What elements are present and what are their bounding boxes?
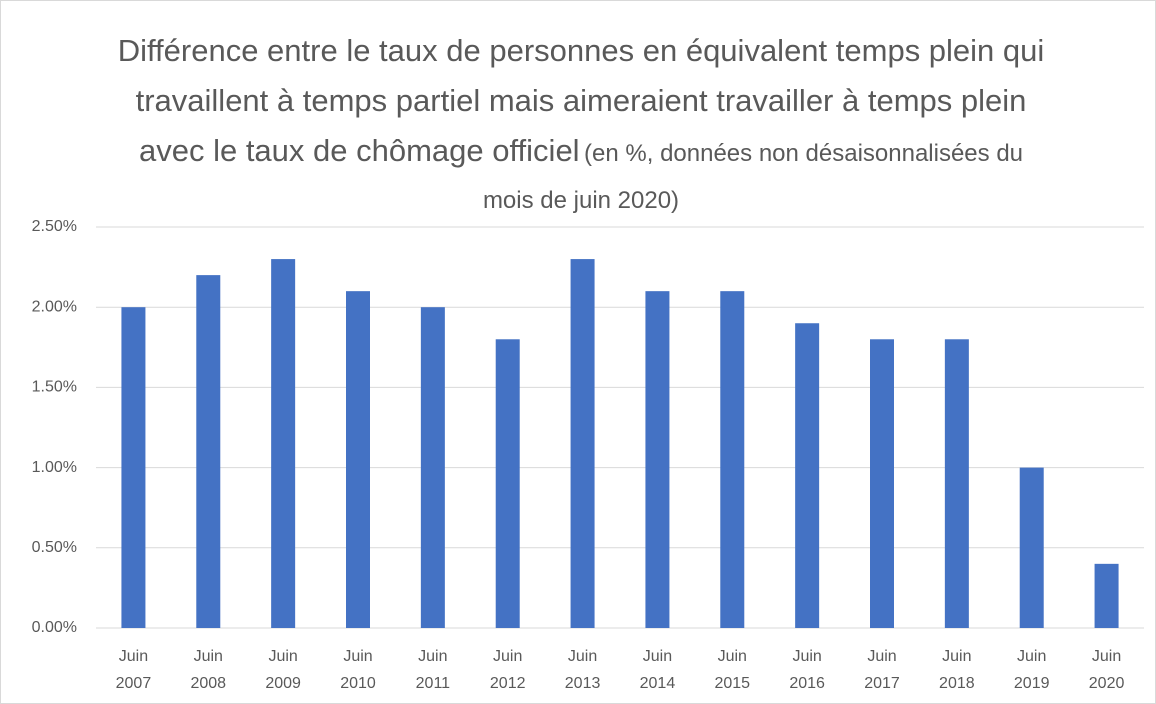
x-tick-label: Juin 2016 [789, 648, 825, 692]
y-tick-label: 2.00% [32, 298, 77, 315]
bar [1019, 467, 1044, 628]
y-tick-label: 0.00% [32, 619, 77, 636]
x-tick-label: Juin 2011 [415, 648, 451, 692]
bar [271, 259, 296, 628]
bar [944, 339, 969, 628]
x-tick-label: Juin 2020 [1088, 648, 1125, 692]
y-tick-label: 1.50% [32, 379, 77, 396]
bar [420, 307, 445, 628]
x-tick-label: Juin 2014 [639, 648, 676, 692]
bar [196, 275, 221, 628]
chart-title: Différence entre le taux de personnes en… [117, 33, 1045, 168]
x-tick-label: Juin 2017 [864, 648, 900, 692]
x-tick-label: Juin 2012 [489, 648, 526, 692]
bar [570, 259, 595, 628]
x-tick-label: Juin 2018 [939, 648, 975, 692]
x-tick-label: Juin 2007 [115, 648, 152, 692]
x-tick-label: Juin 2010 [340, 648, 376, 692]
bar [720, 291, 745, 628]
x-tick-label: Juin 2019 [1013, 648, 1050, 692]
bar [645, 291, 670, 628]
title-block: Différence entre le taux de personnes en… [111, 29, 1051, 226]
bar [121, 307, 146, 628]
bar [495, 339, 520, 628]
bar [1094, 563, 1119, 628]
bar [346, 291, 370, 628]
x-tick-label: Juin 2013 [564, 648, 601, 692]
y-tick-label: 2.50% [32, 218, 77, 235]
x-tick-label: Juin 2015 [714, 648, 751, 692]
y-tick-label: 1.00% [32, 459, 77, 476]
y-tick-label: 0.50% [32, 539, 77, 556]
bar [870, 339, 894, 628]
x-tick-label: Juin 2008 [190, 648, 227, 692]
bar [795, 323, 820, 628]
x-tick-label: Juin 2009 [265, 648, 301, 692]
chart-subtitle: (en %, données non désaisonnalisées du m… [482, 140, 1024, 214]
